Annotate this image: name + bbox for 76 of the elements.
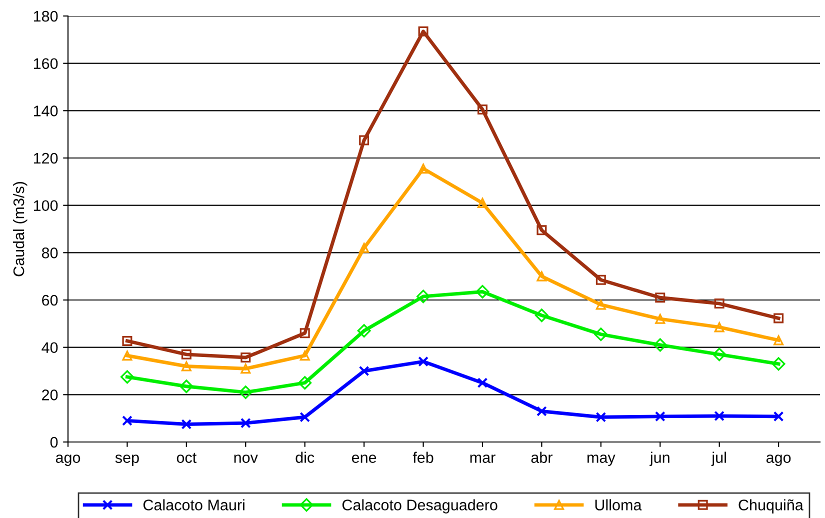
point <box>359 135 370 146</box>
point <box>418 164 428 174</box>
point <box>359 242 370 253</box>
legend-label: Calacoto Desaguadero <box>342 499 498 514</box>
x-tick-label: nov <box>234 454 258 463</box>
y-tick-label: 20 <box>42 390 58 400</box>
x-tick-label: jun <box>650 452 670 466</box>
point <box>596 274 606 285</box>
point <box>240 418 251 428</box>
x-tick-label: sep <box>115 454 139 466</box>
point <box>300 350 310 361</box>
point <box>653 338 667 352</box>
point <box>181 361 192 372</box>
point <box>181 349 192 360</box>
y-tick-label: 60 <box>42 294 58 306</box>
point <box>714 322 724 332</box>
point <box>774 335 784 346</box>
y-tick-label: 140 <box>34 106 58 116</box>
point <box>654 411 666 422</box>
point <box>418 356 428 367</box>
point <box>477 378 488 388</box>
x-tick-label: feb <box>412 452 434 463</box>
y-tick-label: 0 <box>50 436 58 448</box>
point <box>596 412 606 422</box>
point <box>774 313 784 324</box>
point <box>240 364 251 374</box>
point <box>477 198 488 208</box>
legend-label: Chuquiña <box>738 499 804 514</box>
point <box>594 328 608 342</box>
point <box>300 412 310 422</box>
x-tick-label: oct <box>176 452 197 463</box>
y-tick-label: 160 <box>34 58 58 70</box>
point <box>418 26 428 36</box>
point <box>238 386 252 400</box>
point <box>534 308 548 322</box>
point <box>772 357 786 371</box>
x-tick-label: ago <box>56 454 80 466</box>
legend-label: Calacoto Mauri <box>143 499 244 510</box>
point <box>536 271 547 282</box>
y-tick-label: 100 <box>34 200 58 212</box>
point <box>300 328 310 338</box>
point <box>240 352 251 363</box>
point <box>298 376 312 390</box>
point <box>536 225 547 236</box>
point <box>122 336 132 346</box>
point <box>596 300 606 310</box>
point <box>712 348 726 362</box>
x-tick-label: dic <box>296 452 314 463</box>
y-axis-title: Caudal (m3/s) <box>12 182 28 276</box>
point <box>122 415 132 426</box>
y-tick-label: 80 <box>42 248 58 258</box>
point <box>476 284 490 298</box>
point <box>120 370 134 384</box>
x-tick-label: ago <box>766 454 791 466</box>
point <box>773 411 784 422</box>
y-tick-label: 120 <box>34 152 58 164</box>
point <box>180 380 194 394</box>
point <box>714 298 724 309</box>
point <box>536 406 547 416</box>
x-tick-label: ene <box>352 454 376 463</box>
point <box>714 410 725 422</box>
point <box>477 104 488 114</box>
x-tick-label: mar <box>470 454 496 463</box>
y-tick-label: 40 <box>42 342 58 354</box>
x-tick-label: may <box>588 454 616 466</box>
point <box>357 324 371 338</box>
point <box>358 366 370 376</box>
x-tick-label: abr <box>531 452 552 463</box>
legend-label: Ulloma <box>595 499 642 510</box>
point <box>416 290 430 304</box>
point <box>655 314 666 324</box>
y-tick-label: 180 <box>34 10 58 22</box>
x-tick-label: jul <box>711 452 726 466</box>
point <box>655 292 666 303</box>
point <box>181 419 192 430</box>
point <box>122 350 132 361</box>
